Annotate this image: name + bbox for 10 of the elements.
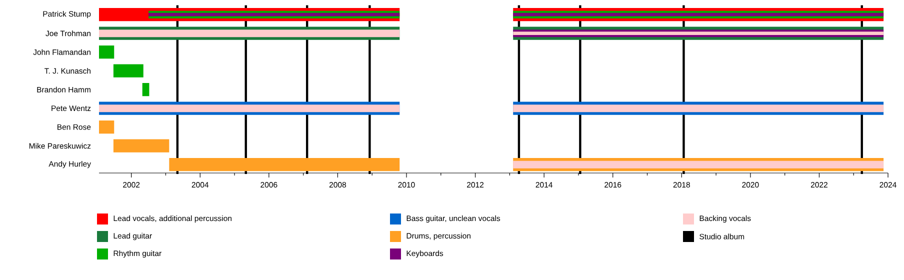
bar: [113, 64, 144, 78]
bar: [99, 46, 114, 59]
bar: [99, 104, 400, 112]
bar: [99, 30, 400, 38]
bar: [513, 104, 884, 112]
bar: [169, 158, 400, 172]
bar: [113, 139, 170, 152]
bar: [99, 120, 114, 134]
bar: [513, 160, 884, 168]
bar: [142, 83, 150, 96]
